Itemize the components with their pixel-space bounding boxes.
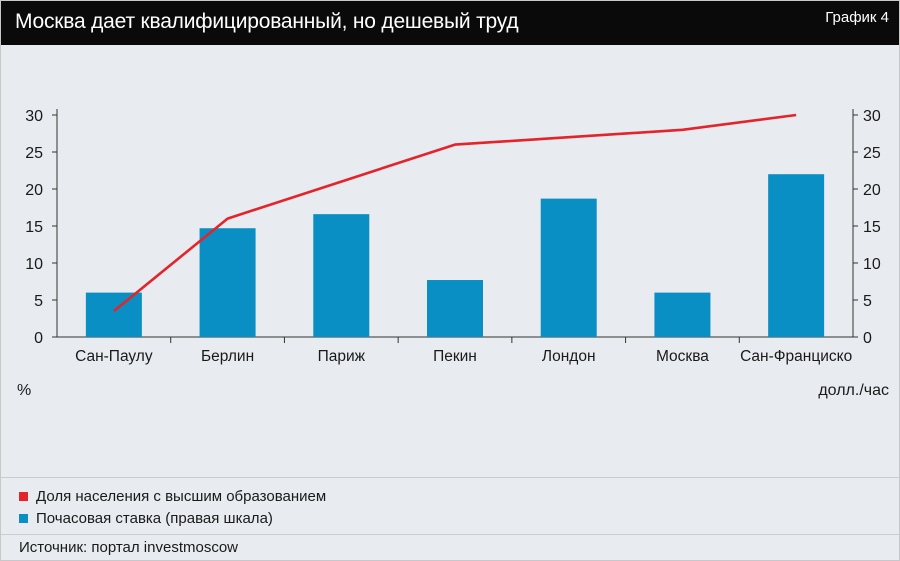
chart-plot: 0 0 5 5 10 10 15 15 20 20 25 25 30 30 Сан-Паулу Берлин П… bbox=[17, 108, 889, 399]
y-tick-label-left: 0 bbox=[34, 330, 43, 347]
legend-label-hourly-rate: Почасовая ставка (правая шкала) bbox=[36, 509, 273, 527]
category-label: Пекин bbox=[433, 348, 477, 365]
category-label: Сан-Франциско bbox=[740, 348, 852, 365]
category-label: Москва bbox=[656, 348, 709, 365]
legend-swatch-red bbox=[19, 491, 28, 501]
y-tick-label-right: 0 bbox=[863, 330, 872, 347]
y-tick-label-right: 15 bbox=[863, 219, 881, 236]
chart-header: Москва дает квалифицированный, но дешевы… bbox=[1, 1, 899, 45]
bar-4 bbox=[540, 198, 597, 337]
bar-3 bbox=[427, 280, 483, 337]
y-axis-label-left: % bbox=[17, 382, 31, 399]
y-tick-label-right: 25 bbox=[863, 145, 881, 162]
legend-item-education: Доля населения с высшим образованием bbox=[19, 485, 326, 507]
graph-number-label: График 4 bbox=[825, 9, 889, 26]
source-note: Источник: портал investmoscow bbox=[19, 539, 239, 556]
bar-2 bbox=[313, 214, 370, 337]
category-label: Париж bbox=[318, 348, 366, 365]
y-tick-label-right: 10 bbox=[863, 256, 881, 273]
bar-1 bbox=[199, 228, 256, 337]
chart-title: Москва дает квалифицированный, но дешевы… bbox=[15, 10, 519, 33]
y-tick-label-left: 10 bbox=[25, 256, 43, 273]
y-tick-label-left: 15 bbox=[25, 219, 43, 236]
legend-item-hourly-rate: Почасовая ставка (правая шкала) bbox=[19, 507, 326, 529]
y-tick-label-left: 20 bbox=[25, 182, 43, 199]
legend-label-education: Доля населения с высшим образованием bbox=[36, 487, 327, 505]
bar-5 bbox=[654, 292, 711, 337]
legend-divider bbox=[1, 477, 899, 478]
y-tick-label-left: 5 bbox=[34, 293, 43, 310]
y-tick-label-right: 5 bbox=[863, 293, 872, 310]
y-tick-label-left: 30 bbox=[25, 108, 43, 125]
legend-swatch-blue bbox=[19, 513, 28, 523]
category-label: Сан-Паулу bbox=[75, 348, 153, 365]
y-tick-label-right: 30 bbox=[863, 108, 881, 125]
y-tick-label-left: 25 bbox=[25, 145, 43, 162]
bar-0 bbox=[85, 292, 142, 337]
category-label: Берлин bbox=[201, 348, 254, 365]
source-divider bbox=[1, 534, 899, 535]
category-label: Лондон bbox=[542, 348, 596, 365]
line-series-education bbox=[113, 113, 797, 313]
y-axis-label-right: долл./час bbox=[818, 382, 889, 399]
chart-legend: Доля населения с высшим образованием Поч… bbox=[19, 485, 326, 529]
bar-6 bbox=[768, 174, 825, 337]
y-tick-label-right: 20 bbox=[863, 182, 881, 199]
